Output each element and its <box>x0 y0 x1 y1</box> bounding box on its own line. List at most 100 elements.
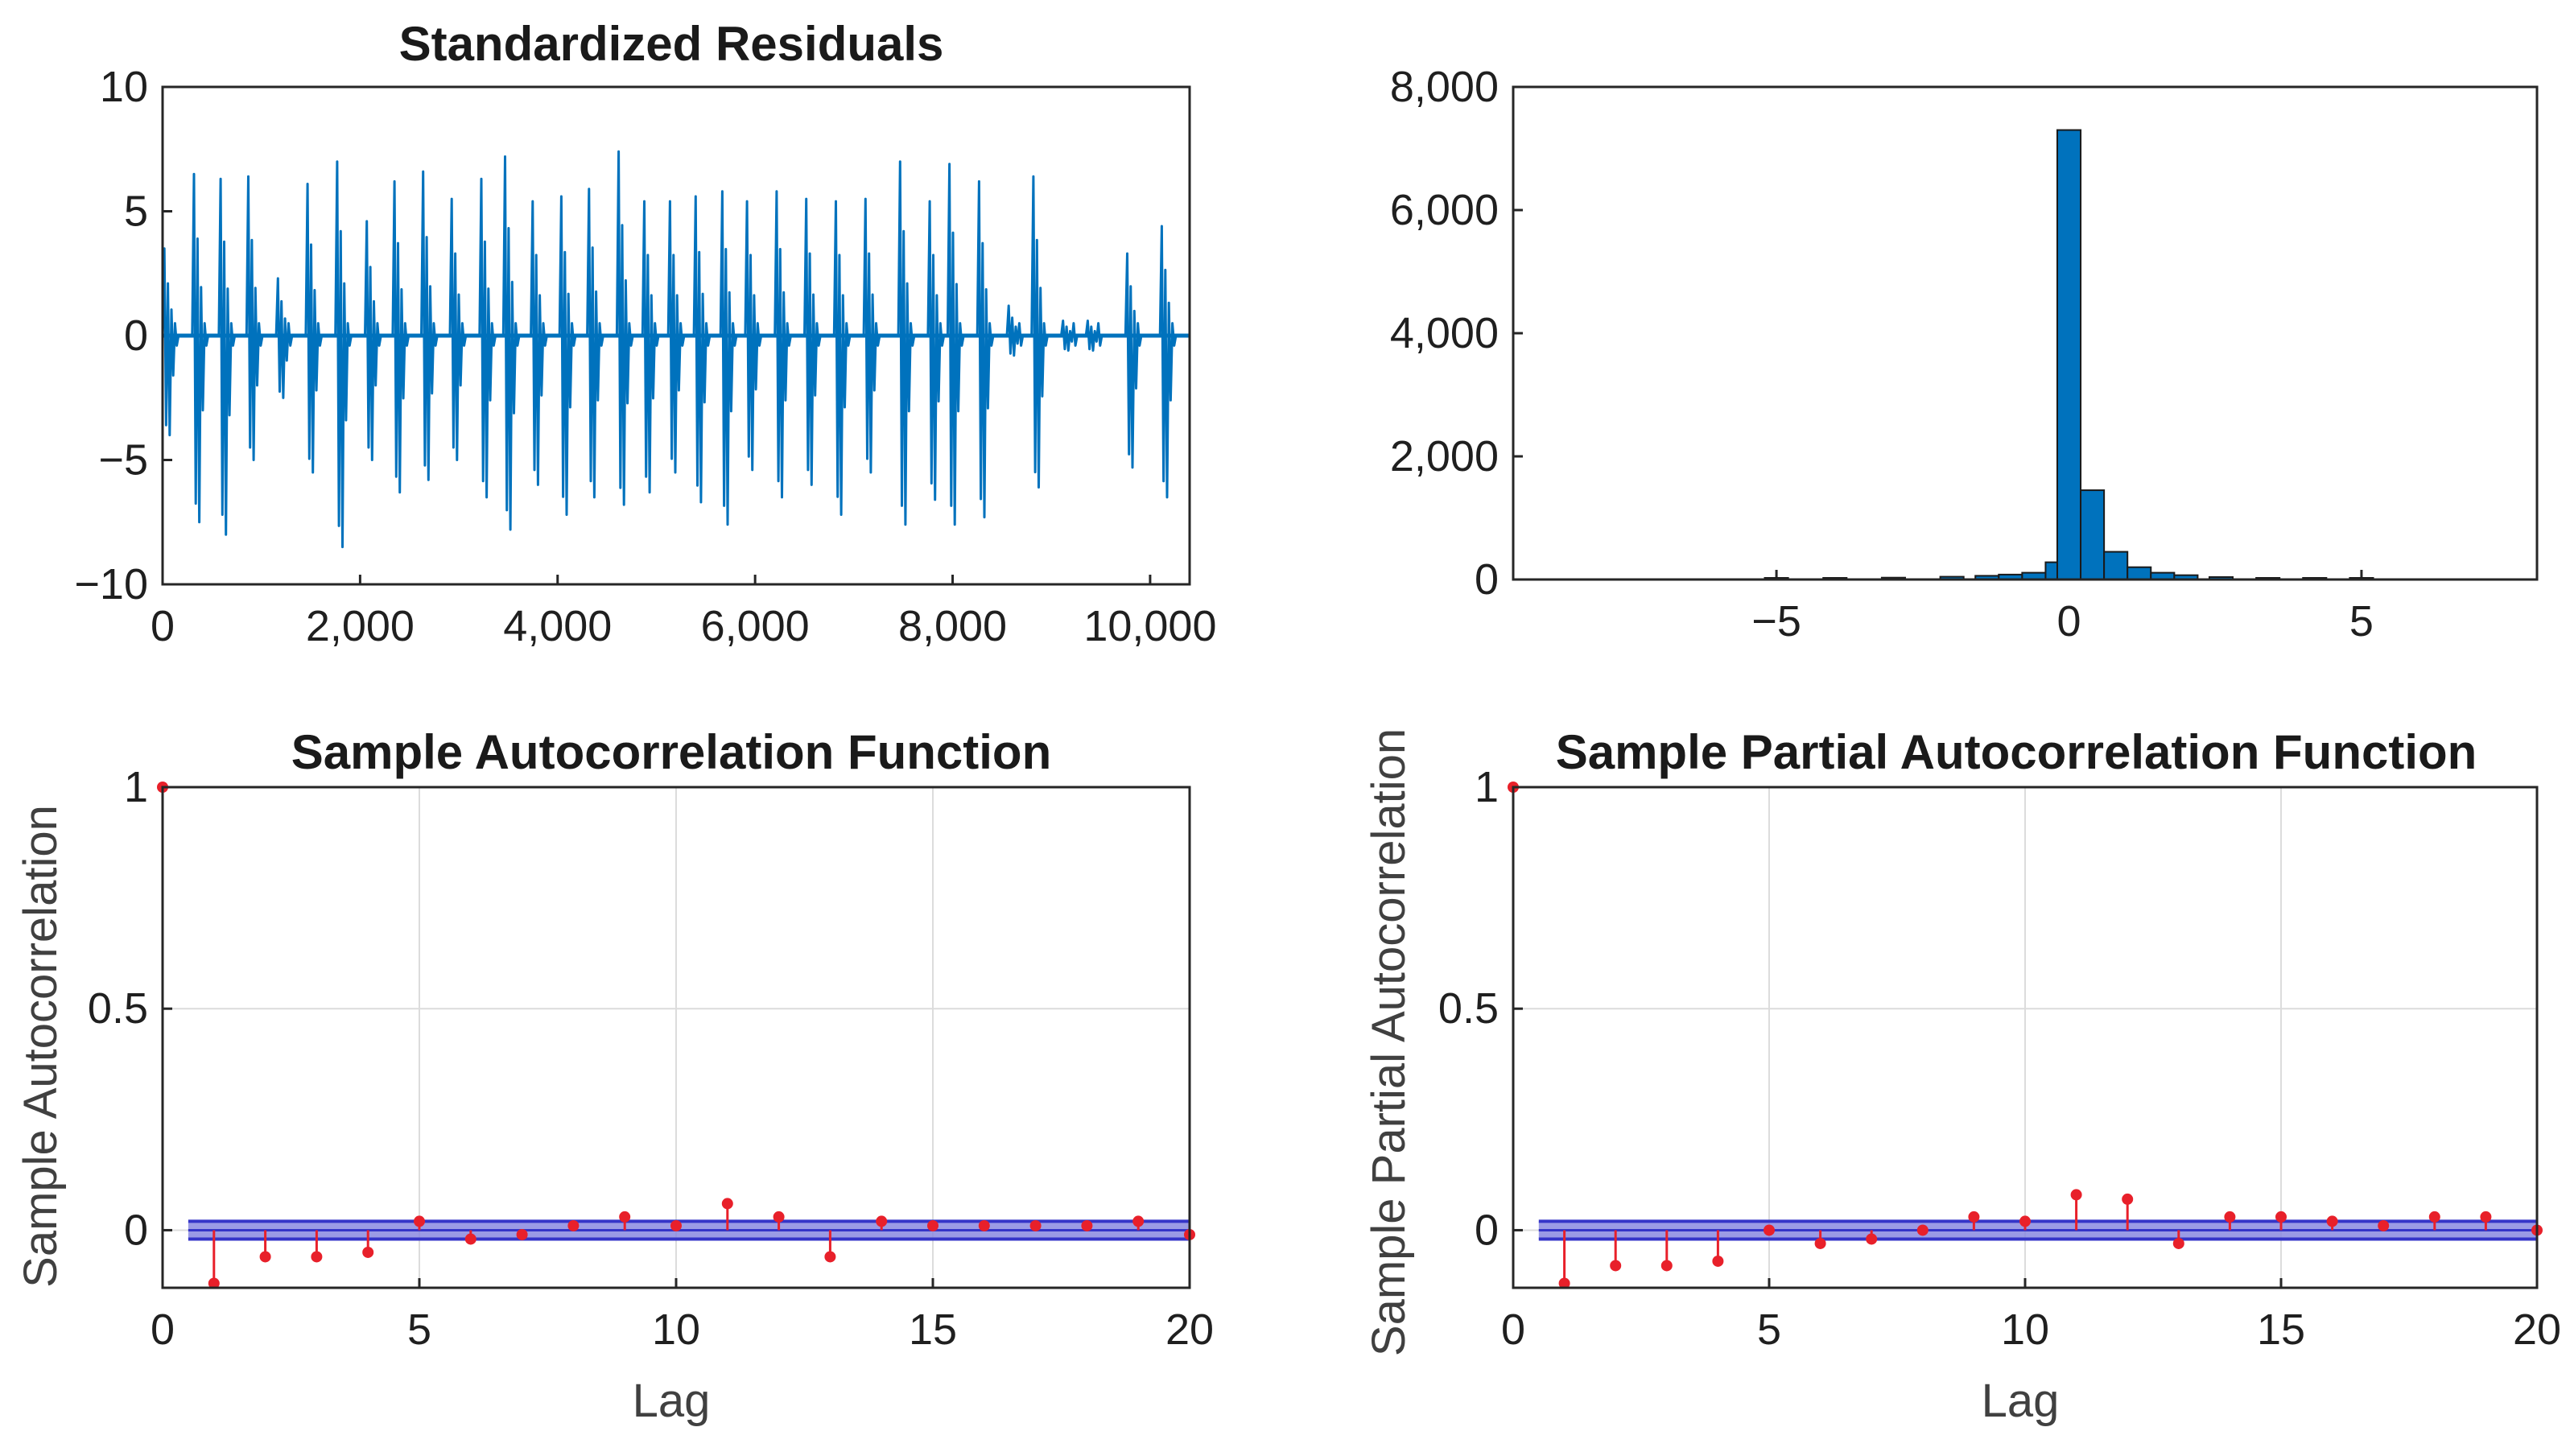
x-tick-label: 20 <box>2513 1305 2561 1354</box>
residual-burst <box>478 177 497 499</box>
residual-burst <box>1060 320 1079 352</box>
x-tick-label: 15 <box>2257 1305 2305 1354</box>
pacf-title: Sample Partial Autocorrelation Function <box>1556 725 2477 779</box>
stem-marker <box>2172 1237 2184 1249</box>
residual-burst <box>926 200 946 501</box>
x-tick-label: 15 <box>909 1305 957 1354</box>
y-tick-label: −5 <box>98 436 148 485</box>
residual-burst <box>803 197 822 486</box>
residual-burst <box>364 220 382 461</box>
x-tick-label: 5 <box>2349 597 2374 646</box>
stem-marker <box>670 1219 682 1231</box>
residual-burst <box>304 183 324 474</box>
residual-burst <box>692 195 712 504</box>
histogram-bar <box>2103 551 2129 581</box>
histogram-bar <box>2127 566 2152 581</box>
residual-burst <box>420 170 439 481</box>
residual-burst <box>862 197 881 474</box>
residual-burst <box>217 177 237 536</box>
acf-y-axis-label: Sample Autocorrelation <box>14 805 67 1288</box>
y-tick-label: 6,000 <box>1390 186 1499 234</box>
y-tick-label: 8,000 <box>1390 63 1499 111</box>
stem-marker <box>721 1198 733 1210</box>
x-tick-label: 20 <box>1165 1305 1214 1354</box>
stem-marker <box>978 1219 990 1231</box>
stem-marker <box>1132 1215 1145 1227</box>
x-tick-label: 5 <box>407 1305 431 1354</box>
stem-marker <box>2326 1215 2338 1227</box>
stem-marker <box>1712 1255 1724 1267</box>
x-tick-label: 0 <box>2056 597 2081 646</box>
stem-marker <box>2428 1211 2440 1223</box>
residual-burst <box>1158 225 1178 499</box>
pacf-panel: Sample Partial Autocorrelation Function … <box>1363 725 2561 1427</box>
x-tick-label: 10 <box>652 1305 700 1354</box>
y-tick-label: 4,000 <box>1390 309 1499 357</box>
stem-marker <box>2275 1211 2287 1223</box>
stem-marker <box>2480 1211 2492 1223</box>
y-tick-label: 0 <box>1475 1206 1499 1254</box>
stem-marker <box>927 1219 938 1231</box>
acf-title: Sample Autocorrelation Function <box>291 725 1052 779</box>
residual-burst <box>191 172 210 524</box>
residual-burst <box>946 163 965 526</box>
x-tick-label: 5 <box>1757 1305 1781 1354</box>
y-tick-label: 1 <box>1475 763 1499 811</box>
residual-burst <box>1124 252 1143 469</box>
residuals-panel: Standardized Residuals 0 2,000 4,000 6,000 8… <box>74 17 1216 650</box>
residual-burst <box>666 200 686 474</box>
stem-marker <box>1916 1224 1929 1236</box>
stem-marker <box>208 1277 220 1289</box>
acf-plot-frame <box>161 786 1191 1289</box>
stem-marker <box>1764 1224 1775 1236</box>
residual-burst <box>1005 304 1025 357</box>
stem-marker <box>1814 1237 1826 1249</box>
residual-burst <box>586 188 604 499</box>
pacf-y-axis-label: Sample Partial Autocorrelation <box>1363 728 1415 1356</box>
x-tick-label: 8,000 <box>898 602 1007 650</box>
acf-x-axis-label: Lag <box>633 1375 711 1427</box>
residuals-plot-frame <box>161 85 1191 586</box>
stem-marker <box>311 1251 323 1263</box>
x-tick-label: 4,000 <box>503 602 612 650</box>
residual-burst <box>744 200 763 472</box>
residual-burst <box>245 175 264 461</box>
histogram-panel: −5 0 5 0 2,000 4,000 6,000 8,000 <box>1390 63 2539 646</box>
y-tick-label: 10 <box>100 63 148 111</box>
stem-marker <box>1610 1260 1622 1272</box>
stem-marker <box>824 1251 836 1263</box>
stem-marker <box>2070 1189 2082 1201</box>
x-tick-label: 10 <box>2001 1305 2049 1354</box>
residual-burst <box>334 160 353 549</box>
stem-marker <box>1660 1260 1673 1272</box>
stem-marker <box>773 1211 785 1223</box>
residual-burst <box>161 247 180 437</box>
residual-burst <box>832 200 852 516</box>
residual-burst <box>615 150 634 506</box>
x-tick-label: 6,000 <box>701 602 810 650</box>
histogram-bar <box>2056 129 2082 581</box>
histogram-plot-frame <box>1512 85 2539 581</box>
y-tick-label: 5 <box>124 188 148 236</box>
residual-burst <box>976 179 995 519</box>
x-tick-label: 10,000 <box>1083 602 1216 650</box>
y-tick-label: 0 <box>124 1206 148 1254</box>
stem-marker <box>2122 1193 2134 1205</box>
stem-marker <box>567 1219 580 1231</box>
stem-marker <box>1866 1233 1878 1245</box>
stem-marker <box>464 1233 476 1245</box>
x-tick-label: −5 <box>1751 597 1801 646</box>
x-tick-label: 0 <box>1501 1305 1525 1354</box>
stem-marker <box>876 1215 888 1227</box>
stem-marker <box>414 1215 425 1227</box>
residual-burst <box>501 155 521 531</box>
residual-burst <box>1030 175 1049 489</box>
x-tick-label: 0 <box>151 1305 175 1354</box>
y-tick-label: 2,000 <box>1390 432 1499 481</box>
acf-panel: Sample Autocorrelation Function Sample A… <box>14 725 1214 1427</box>
y-tick-label: 0.5 <box>1438 984 1499 1033</box>
residual-burst <box>773 190 792 499</box>
stem-marker <box>1968 1211 1980 1223</box>
residual-burst <box>897 160 916 526</box>
